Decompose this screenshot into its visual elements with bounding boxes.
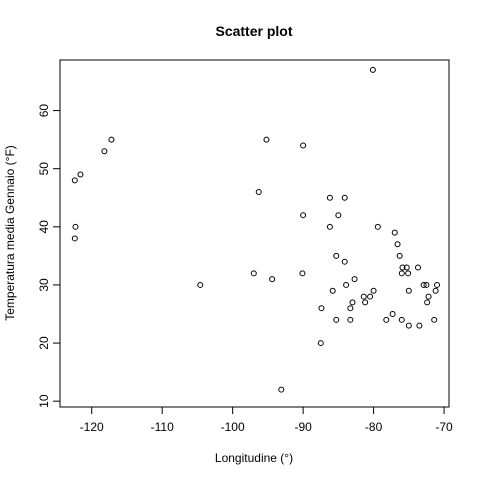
data-point [263,136,270,143]
x-tick-label: -70 [435,420,453,434]
y-tick-label: 20 [37,336,51,350]
data-point [77,171,84,178]
data-point [326,194,333,201]
data-point [101,148,108,155]
x-tick-label: -110 [151,420,174,434]
data-point [405,287,412,294]
data-point [347,305,354,312]
data-point [318,305,325,312]
y-axis: 10 20 30 40 50 60 [37,104,61,408]
data-point [300,142,307,149]
data-point [362,299,369,306]
data-point [370,287,377,294]
x-tick-label: -90 [294,420,312,434]
data-point [398,316,405,323]
x-axis-label: Longitudine (°) [215,451,293,465]
data-point [300,212,307,219]
chart-title: Scatter plot [215,23,292,39]
data-point [398,270,405,277]
data-point [197,281,204,288]
data-point [396,252,403,259]
data-point [369,66,376,73]
data-point [333,316,340,323]
x-tick-label: -80 [365,420,383,434]
x-tick-label: -120 [80,420,104,434]
data-point [383,316,390,323]
data-point [432,287,439,294]
data-point [255,188,262,195]
data-point [278,386,285,393]
data-points [71,66,441,393]
data-point [403,264,410,271]
data-point [108,136,115,143]
data-point [389,311,396,318]
data-point [399,264,406,271]
data-point [391,229,398,236]
data-point [431,316,438,323]
x-axis: -120 -110 -100 -90 -80 -70 [80,406,453,434]
data-point [420,281,427,288]
data-point [335,212,342,219]
data-point [341,194,348,201]
data-point [326,223,333,230]
data-point [394,241,401,248]
data-point [317,340,324,347]
data-point [71,177,78,184]
data-point [434,281,441,288]
data-point [423,281,430,288]
data-point [299,270,306,277]
data-point [347,316,354,323]
y-tick-label: 10 [37,394,51,408]
data-point [360,293,367,300]
y-axis-label: Temperatura media Gennaio (°F) [3,145,17,321]
data-point [414,264,421,271]
data-point [250,270,257,277]
y-tick-label: 60 [37,104,51,118]
data-point [343,281,350,288]
data-point [424,299,431,306]
data-point [405,270,412,277]
data-point [405,322,412,329]
data-point [329,287,336,294]
data-point [269,276,276,283]
data-point [374,223,381,230]
data-point [341,258,348,265]
y-tick-label: 40 [37,220,51,234]
data-point [72,223,79,230]
data-point [349,299,356,306]
plot-frame [59,59,450,408]
data-point [351,276,358,283]
y-tick-label: 50 [37,162,51,176]
x-tick-label: -100 [221,420,245,434]
y-tick-label: 30 [37,278,51,292]
data-point [333,252,340,259]
data-point [367,293,374,300]
data-point [425,293,432,300]
data-point [416,322,423,329]
data-point [71,235,78,242]
